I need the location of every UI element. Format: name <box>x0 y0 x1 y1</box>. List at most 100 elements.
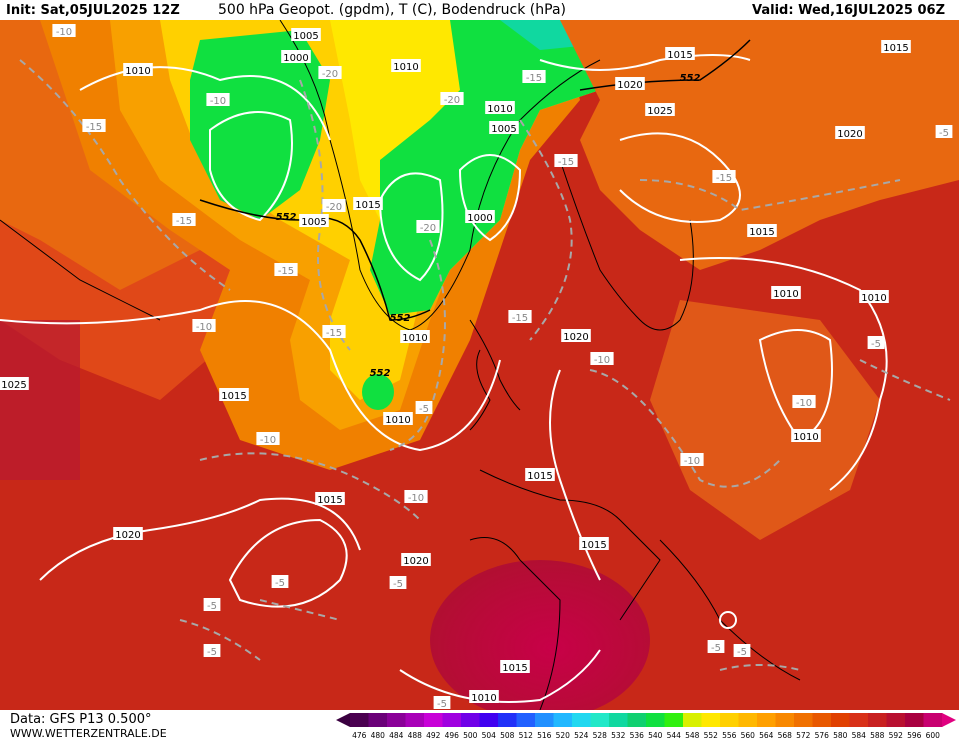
scale-tick-label: 588 <box>870 731 885 740</box>
isobar-label-box <box>353 197 383 210</box>
isobar-label-text: 1010 <box>125 66 150 77</box>
isobar-label-box <box>771 286 801 299</box>
temp-label-text: -15 <box>278 266 294 277</box>
temp-label-text: -5 <box>207 647 217 658</box>
scale-swatch <box>590 713 610 727</box>
temp-label: -20 <box>416 220 440 234</box>
temp-label-text: -15 <box>716 173 732 184</box>
temp-label-box <box>792 395 816 408</box>
isobar-label-box <box>469 690 499 703</box>
temp-label: -20 <box>322 199 346 213</box>
temp-label-box <box>82 119 106 132</box>
scale-tick-label: 564 <box>759 731 774 740</box>
scale-swatch <box>794 713 813 727</box>
temp-label-text: -20 <box>420 223 436 234</box>
scale-tick-label: 532 <box>611 731 626 740</box>
isobar-label: 1010 <box>469 690 499 704</box>
scale-tick-label: 528 <box>593 731 608 740</box>
temp-label: -5 <box>433 696 451 710</box>
isobar-label-text: 1010 <box>402 333 427 344</box>
isobar-label: 1005 <box>291 28 321 42</box>
temp-label-text: -5 <box>871 339 881 350</box>
valid-time: Valid: Wed,16JUL2025 06Z <box>752 2 945 18</box>
isobar-label: 1010 <box>771 286 801 300</box>
temp-label: -10 <box>192 319 216 333</box>
scale-swatch <box>368 713 388 727</box>
scale-swatch <box>905 713 924 727</box>
isobar-label: 1010 <box>859 290 889 304</box>
isobar-label-text: 1020 <box>563 332 588 343</box>
isobar-label-text: 1020 <box>837 129 862 140</box>
temp-label-box <box>256 432 280 445</box>
temp-label-box <box>52 24 76 37</box>
isobar-label-box <box>391 59 421 72</box>
isobar-label: 1005 <box>299 214 329 228</box>
temp-label-box <box>203 598 221 611</box>
temp-label-box <box>522 70 546 83</box>
scale-swatch <box>387 713 406 727</box>
temp-label: -15 <box>554 154 578 168</box>
temp-label-text: -15 <box>558 157 574 168</box>
field-east-572 <box>560 20 959 270</box>
isobar-label-text: 1015 <box>317 495 342 506</box>
isobar-label: 1025 <box>645 103 675 117</box>
isobar-label-text: 1020 <box>403 556 428 567</box>
scale-tick-label: 488 <box>408 731 423 740</box>
isobar-label-text: 1015 <box>355 200 380 211</box>
scale-swatch <box>627 713 647 727</box>
scale-tick-label: 556 <box>722 731 737 740</box>
isobar-label-text: 1010 <box>471 693 496 704</box>
website-link[interactable]: WWW.WETTERZENTRALE.DE <box>10 727 167 740</box>
scale-tick-label: 496 <box>445 731 460 740</box>
temp-label-text: -5 <box>393 579 403 590</box>
temp-label-box <box>416 220 440 233</box>
temp-label-text: -5 <box>275 578 285 589</box>
temp-label-text: -15 <box>326 328 342 339</box>
isobar-label-box <box>123 63 153 76</box>
temp-label-box <box>318 66 342 79</box>
isobar-label-box <box>291 28 321 41</box>
init-time: Init: Sat,05JUL2025 12Z <box>6 2 180 18</box>
temp-label-box <box>172 213 196 226</box>
isobar-label-box <box>315 492 345 505</box>
isobar-label-box <box>400 330 430 343</box>
isobar-label: 1000 <box>465 210 495 224</box>
isobar-label: 1010 <box>123 63 153 77</box>
isobar-label-box <box>281 50 311 63</box>
scale-tick-label: 576 <box>815 731 830 740</box>
scale-swatch <box>775 713 795 727</box>
isobar-label-text: 1010 <box>487 104 512 115</box>
scale-tick-label: 500 <box>463 731 478 740</box>
scale-tick-label: 512 <box>519 731 534 740</box>
scale-tick-label: 476 <box>352 731 367 740</box>
temp-label: -10 <box>52 24 76 38</box>
weather-map: 1005 1000 1010 1010 1015 1020 1025 1005 1015 1010… <box>0 20 959 710</box>
temp-label: -15 <box>712 170 736 184</box>
temp-label: -15 <box>172 213 196 227</box>
isobar-label-text: 1000 <box>283 53 308 64</box>
scale-swatch <box>812 713 832 727</box>
isobar-label-box <box>500 660 530 673</box>
chart-header: Init: Sat,05JUL2025 12Z 500 hPa Geopot. … <box>0 0 959 20</box>
geopot-label: 552 <box>680 73 701 84</box>
temp-label-box <box>590 352 614 365</box>
isobar-label-box <box>299 214 329 227</box>
isobar-label: 1005 <box>489 121 519 135</box>
temp-label-text: -5 <box>207 601 217 612</box>
temp-label-text: -10 <box>260 435 276 446</box>
temp-label: -5 <box>271 575 289 589</box>
isobar-label: 1015 <box>315 492 345 506</box>
scale-swatch <box>738 713 758 727</box>
scale-swatch <box>923 713 943 727</box>
geopotential-labels: 552 552 552 552 <box>276 73 701 379</box>
temp-label-box <box>433 696 451 709</box>
scale-swatch <box>609 713 628 727</box>
temp-label-text: -15 <box>526 73 542 84</box>
isobar-label: 1020 <box>401 553 431 567</box>
scale-tick-label: 536 <box>630 731 645 740</box>
low-greenland-west <box>190 30 330 220</box>
scale-swatch <box>757 713 776 727</box>
isobar-label: 1010 <box>791 429 821 443</box>
footer: Data: GFS P13 0.500° WWW.WETTERZENTRALE.… <box>0 710 959 741</box>
isobar-label-text: 1020 <box>115 530 140 541</box>
